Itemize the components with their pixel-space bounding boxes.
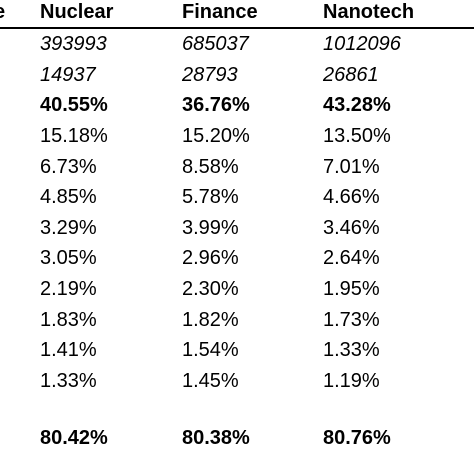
table-cell: 3.29% — [40, 216, 97, 239]
table-cell: 1.54% — [182, 339, 239, 362]
table-cell: 2.64% — [323, 247, 380, 270]
table-cell: 15.18% — [40, 124, 108, 147]
table-cell: 3.99% — [182, 216, 239, 239]
table-cell: 1.95% — [323, 278, 380, 301]
table-cell: 8.58% — [182, 155, 239, 178]
table-cell: 1.83% — [40, 308, 97, 331]
table-cell: 1.33% — [40, 370, 97, 392]
table-cell: 2.30% — [182, 278, 239, 301]
table-cell: 4.66% — [323, 186, 380, 209]
table-cell: 1.19% — [323, 370, 380, 392]
header-rule — [0, 27, 474, 29]
table-cell: 1.33% — [323, 339, 380, 362]
table-cell: 4.85% — [40, 186, 97, 209]
column-header: Nanotech — [323, 1, 415, 23]
total-cell: 80.38% — [182, 427, 250, 449]
total-cell: 80.76% — [323, 427, 391, 449]
table-cell: 393993 — [40, 33, 107, 55]
total-cell: 80.42% — [40, 427, 108, 449]
table-cell: 7.01% — [323, 155, 380, 178]
table-cell: 2.19% — [40, 278, 97, 301]
table-cell: 40.55% — [40, 94, 108, 117]
table-cell: 28793 — [182, 63, 238, 86]
table-cell: 43.28% — [323, 94, 391, 117]
column-header: Nuclear — [40, 1, 114, 23]
table-cell: 13.50% — [323, 124, 391, 147]
table-cell: 1.82% — [182, 308, 239, 331]
table-cell: 26861 — [323, 63, 379, 86]
table-cell: 1.41% — [40, 339, 97, 362]
table-cell: 36.76% — [182, 94, 250, 117]
table-cell: 5.78% — [182, 186, 239, 209]
table-cell: 15.20% — [182, 124, 250, 147]
table-cell: 1012096 — [323, 33, 401, 55]
column-header: e — [0, 0, 5, 24]
table-cell: 14937 — [40, 63, 96, 86]
table-cell: 1.45% — [182, 370, 239, 392]
table-cell: 6.73% — [40, 155, 97, 178]
column-header: Finance — [182, 1, 258, 23]
table-cell: 2.96% — [182, 247, 239, 270]
table-cell: 3.05% — [40, 247, 97, 270]
table-cell: 3.46% — [323, 216, 380, 239]
table-cell: 685037 — [182, 33, 249, 55]
table-cell: 1.73% — [323, 308, 380, 331]
